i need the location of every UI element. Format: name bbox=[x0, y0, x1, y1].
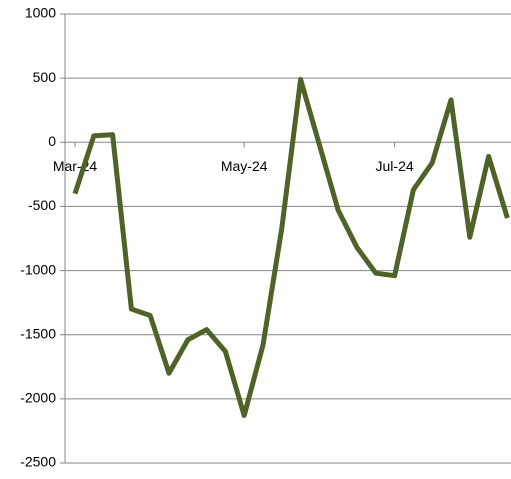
x-tick-label: Jul-24 bbox=[376, 158, 414, 174]
x-tick-label: May-24 bbox=[221, 158, 268, 174]
y-tick-label: 0 bbox=[48, 133, 56, 149]
y-tick-label: 500 bbox=[33, 69, 57, 85]
y-tick-label: 1000 bbox=[25, 5, 56, 21]
x-tick-label: Mar-24 bbox=[53, 158, 98, 174]
y-tick-label: -500 bbox=[28, 197, 56, 213]
y-tick-label: -2000 bbox=[20, 390, 56, 406]
data-line bbox=[72, 76, 510, 419]
y-tick-label: -1000 bbox=[20, 261, 56, 277]
y-tick-label: -2500 bbox=[20, 454, 56, 470]
y-tick-label: -1500 bbox=[20, 325, 56, 341]
